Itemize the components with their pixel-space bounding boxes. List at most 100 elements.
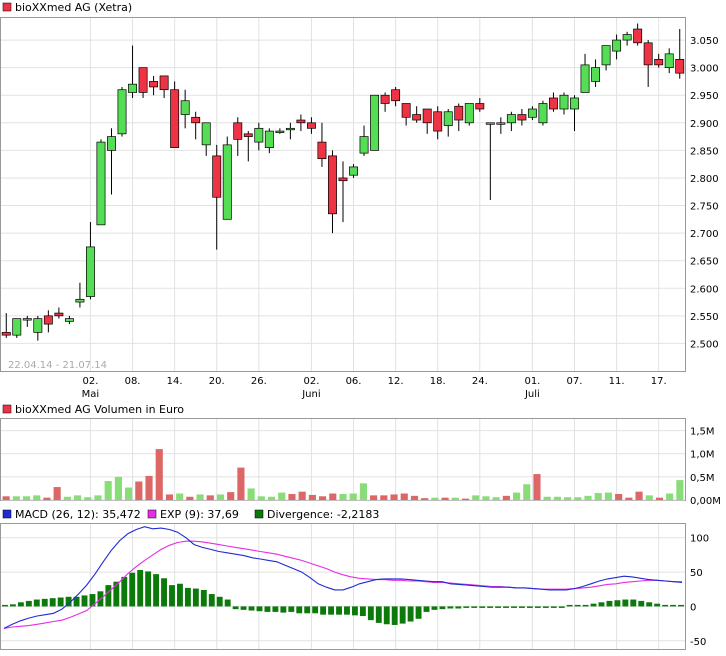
candle-body [33,318,43,333]
candle [464,103,474,126]
candle-body [275,130,285,133]
candle [275,128,285,134]
price-x-tick-label: 26. [251,376,267,387]
divergence-legend-label: Divergence: -2,2183 [267,508,379,521]
candle-body [570,97,579,110]
candle-body [306,122,316,129]
volume-bar [125,487,133,500]
volume-bar [655,497,664,500]
candle [296,114,306,132]
price-x-tick-label: 06. [346,376,362,387]
volume-bar [431,497,439,500]
candle-body [338,177,348,182]
candle [433,106,443,140]
candle-body [475,103,485,110]
divergence-bar [526,606,533,608]
volume-bar [390,494,398,500]
volume-bar [635,491,643,500]
volume-bar [84,497,92,500]
candle [12,318,22,338]
divergence-bar [511,606,517,608]
divergence-bar [622,599,629,607]
divergence-bar [81,595,88,607]
exp-legend-label: EXP (9): 37,69 [160,508,239,521]
macd-panel: MACD (26, 12): 35,472 EXP (9): 37,69 Div… [0,508,709,650]
volume-y-axis: 0,00M 0,5M 1,0M 1,5M [690,427,721,507]
candle-body [433,111,443,132]
divergence-bar [121,576,128,607]
divergence-bar [670,604,677,607]
price-x-tick-label: 20. [209,376,225,387]
divergence-bar [224,599,231,607]
candle [643,40,653,87]
candle-body [64,318,74,322]
candle-body [506,114,516,124]
candle [1,313,11,338]
price-x-month-label: Juni [301,389,320,400]
candle [612,34,622,60]
candle [285,122,295,140]
price-x-axis: 02. Mai 08. 14. 20. 26. 02. Juni 06. 12. 18. 24. 01.… [82,376,667,400]
volume-bar [625,497,633,500]
volume-bar [43,497,51,500]
price-y-tick-label: 3.000 [690,64,719,75]
candle [191,111,201,140]
candle [64,315,74,325]
candle-body [159,75,169,91]
candle-body [85,246,95,297]
divergence-bar [65,596,72,607]
volume-bar [155,449,163,500]
divergence-bar [240,606,247,610]
divergence-bar [391,606,398,625]
divergence-bar [200,589,207,607]
divergence-bar [407,606,414,622]
candle [559,92,569,115]
volume-bar [472,495,480,500]
divergence-bar [367,606,374,621]
candle-body [675,59,685,74]
candle [170,81,180,148]
candle-body [117,89,127,135]
macd-line [3,526,683,629]
candle [496,117,506,134]
divergence-bar [566,604,573,607]
price-y-tick-label: 2.700 [690,229,719,240]
candle-body [222,144,232,220]
price-y-axis: 2.500 2.550 2.600 2.650 2.700 2.750 2.800 2.850… [690,36,719,350]
macd-y-tick-label: 50 [690,568,703,579]
volume-bar [451,497,459,500]
divergence-bar [383,606,390,625]
candle-body [180,100,190,115]
date-range-label: 22.04.14 - 21.07.14 [8,360,107,371]
divergence-bar [654,603,661,607]
divergence-bar [447,606,454,609]
price-y-tick-label: 2.850 [690,146,719,157]
divergence-bar [630,599,637,607]
divergence-bar [25,600,32,607]
candle [538,100,548,126]
candle [454,103,464,132]
divergence-bar [288,606,295,612]
candle-body [496,122,506,125]
divergence-bar [129,572,136,607]
volume-bar [594,493,602,500]
candle-body [349,166,358,176]
volume-bar [400,493,408,500]
candle-body [12,318,22,336]
candle [107,128,116,195]
price-x-tick-label: 17. [651,376,667,387]
price-y-tick-label: 3.050 [690,36,719,47]
volume-bar [533,474,541,500]
candle-body [191,116,201,124]
macd-lines [3,526,683,629]
volume-bar [257,496,265,500]
price-y-tick-label: 2.750 [690,202,719,213]
candle [128,45,137,98]
candle-body [654,59,664,66]
candle [527,106,537,121]
volume-bar [33,495,41,500]
divergence-legend-swatch [254,509,264,519]
candle-body [538,103,548,124]
candle [401,103,411,126]
exp-legend-swatch [147,509,157,519]
